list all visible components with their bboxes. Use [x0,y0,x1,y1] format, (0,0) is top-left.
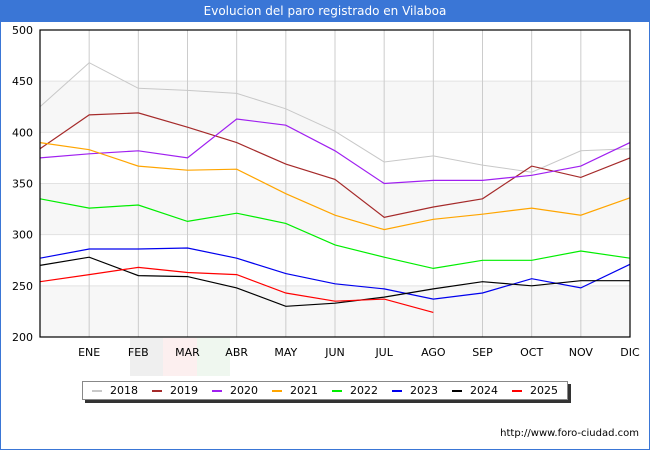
y-tick-label: 350 [12,178,33,191]
x-tick-label: OCT [520,346,543,359]
legend-label: 2018 [110,384,138,397]
x-tick-label: FEB [128,346,149,359]
series-line-2020 [39,118,631,185]
y-tick-label: 500 [12,24,33,37]
legend-swatch [152,389,162,392]
legend-item-2023: 2023 [392,384,438,397]
legend-swatch [92,389,102,392]
x-tick-label: MAY [274,346,297,359]
legend-swatch [512,389,522,392]
legend-item-2019: 2019 [152,384,198,397]
legend-swatch [392,389,402,392]
series-lines [39,62,631,313]
legend-label: 2024 [470,384,498,397]
watermark-flag [130,338,230,376]
x-tick-label: MAR [175,346,200,359]
series-line-2024 [39,256,630,307]
y-tick-label: 450 [12,75,33,88]
legend-label: 2019 [170,384,198,397]
y-axis-ticks: 200 250 300 350 400 450 500 [12,24,33,344]
legend-swatch [212,389,222,392]
plot-border [39,29,631,338]
legend-label: 2022 [350,384,378,397]
legend-item-2025: 2025 [512,384,558,397]
legend-label: 2025 [530,384,558,397]
legend-item-2018: 2018 [92,384,138,397]
x-tick-label: AGO [421,346,446,359]
series-line-2022 [39,198,631,270]
y-tick-label: 400 [12,126,33,139]
legend-item-2022: 2022 [332,384,378,397]
y-tick-label: 200 [12,331,33,344]
y-tick-label: 300 [12,229,33,242]
y-tick-label: 250 [12,280,33,293]
series-line-2025 [39,266,434,313]
x-tick-label: ENE [78,346,100,359]
legend-label: 2021 [290,384,318,397]
x-axis-ticks: ENE FEB MAR ABR MAY JUN JUL AGO SEP OCT NOV DIC [78,346,640,359]
legend-swatch [332,389,342,392]
legend-item-2024: 2024 [452,384,498,397]
legend-item-2020: 2020 [212,384,258,397]
series-line-2018 [39,62,631,173]
series-line-2021 [39,142,631,231]
legend-swatch [272,389,282,392]
x-tick-label: SEP [472,346,493,359]
legend-label: 2023 [410,384,438,397]
source-link[interactable]: http://www.foro-ciudad.com [500,428,639,439]
series-line-2023 [39,247,631,300]
x-tick-label: JUL [374,346,393,359]
legend-item-2021: 2021 [272,384,318,397]
legend: 2018 2019 2020 2021 2022 2023 2024 2025 [82,381,568,400]
x-tick-label: ABR [225,346,248,359]
legend-swatch [452,389,462,392]
x-tick-label: NOV [569,346,594,359]
line-chart: 200 250 300 350 400 450 500 ENE FEB MAR ABR MAY JUN… [12,24,640,359]
x-tick-label: DIC [620,346,640,359]
legend-label: 2020 [230,384,258,397]
series-line-2019 [39,112,631,218]
chart-title: Evolucion del paro registrado en Vilaboa [0,0,650,22]
x-tick-label: JUN [324,346,345,359]
